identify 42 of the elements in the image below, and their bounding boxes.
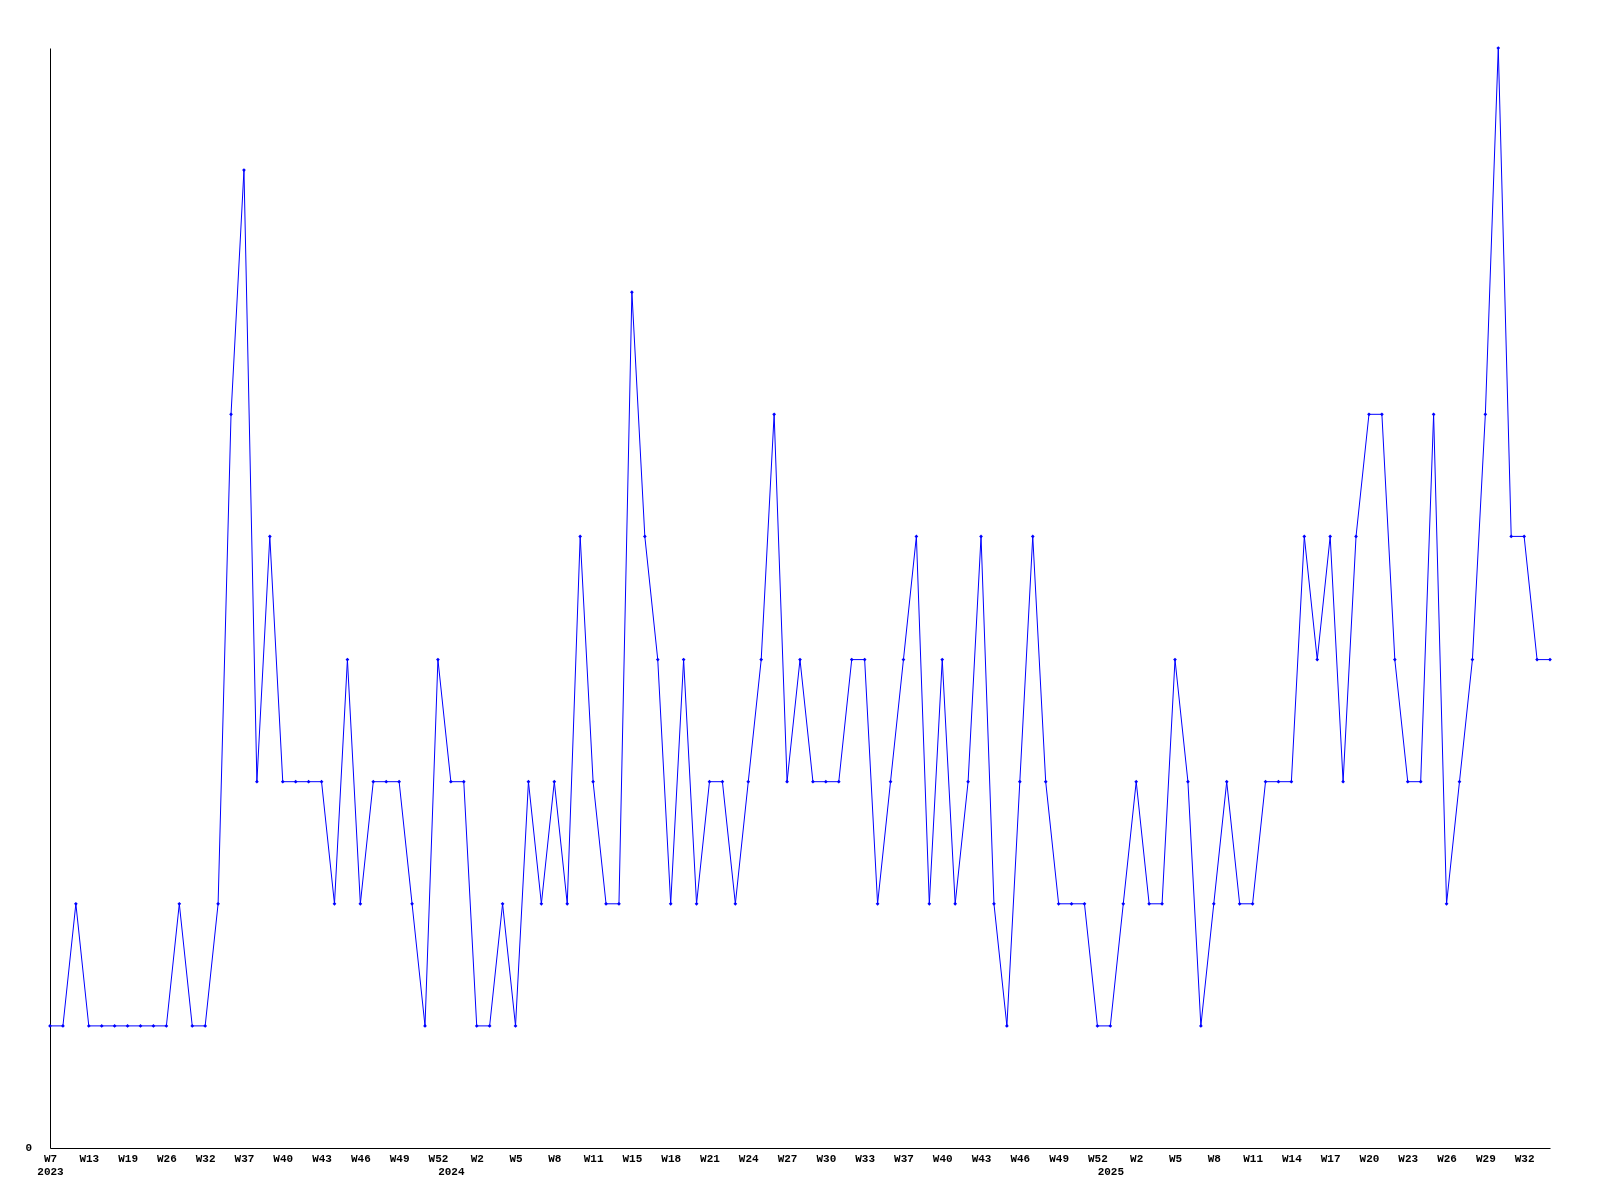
x-tick-label: W46: [1010, 1152, 1031, 1165]
x-tick-label: W29: [1475, 1152, 1496, 1165]
x-tick-label: W13: [79, 1152, 100, 1165]
x-tick-label: W2: [470, 1152, 484, 1165]
x-tick-label: W11: [1243, 1152, 1264, 1165]
x-tick-label: W2: [1130, 1152, 1144, 1165]
x-tick-label: W33: [855, 1152, 876, 1165]
x-tick-label: W23: [1398, 1152, 1419, 1165]
x-tick-label: W21: [700, 1152, 721, 1165]
x-tick-label: 2025: [1097, 1165, 1125, 1178]
x-tick-label: W8: [548, 1152, 562, 1165]
x-tick-label: W40: [273, 1152, 294, 1165]
x-tick-label: W19: [118, 1152, 138, 1165]
x-tick-label: W32: [1514, 1152, 1535, 1165]
x-tick-label: W37: [894, 1152, 914, 1165]
x-tick-label: W43: [312, 1152, 333, 1165]
x-tick-label: W26: [1437, 1152, 1457, 1165]
x-tick-label: W27: [777, 1152, 798, 1165]
x-tick-label: W43: [971, 1152, 992, 1165]
x-tick-label: W37: [234, 1152, 255, 1165]
x-tick-label: W8: [1207, 1152, 1222, 1165]
x-tick-label: W49: [389, 1152, 410, 1165]
x-tick-label: W14: [1281, 1152, 1303, 1165]
x-tick-label: W5: [509, 1152, 524, 1165]
x-tick-label: W46: [350, 1152, 371, 1165]
x-tick-label: W7 2023: [37, 1152, 65, 1178]
x-tick-label: W18: [661, 1152, 682, 1165]
x-tick-label: W20: [1359, 1152, 1380, 1165]
x-tick-label: W32: [195, 1152, 216, 1165]
x-tick-label: W17: [1320, 1152, 1341, 1165]
x-tick-label: W49: [1049, 1152, 1070, 1165]
x-tick-label: W52: [428, 1152, 449, 1165]
x-tick-label: W15: [622, 1152, 643, 1165]
x-tick-label: W5: [1168, 1152, 1183, 1165]
x-tick-label: 2024: [438, 1165, 465, 1178]
x-tick-label: W24: [738, 1152, 760, 1165]
x-tick-label: W11: [583, 1152, 604, 1165]
x-tick-label: W52: [1088, 1152, 1108, 1165]
x-tick-label: W40: [932, 1152, 953, 1165]
text: 0: [25, 1142, 32, 1154]
x-tick-label: W30: [816, 1152, 837, 1165]
x-tick-label: W26: [156, 1152, 177, 1165]
